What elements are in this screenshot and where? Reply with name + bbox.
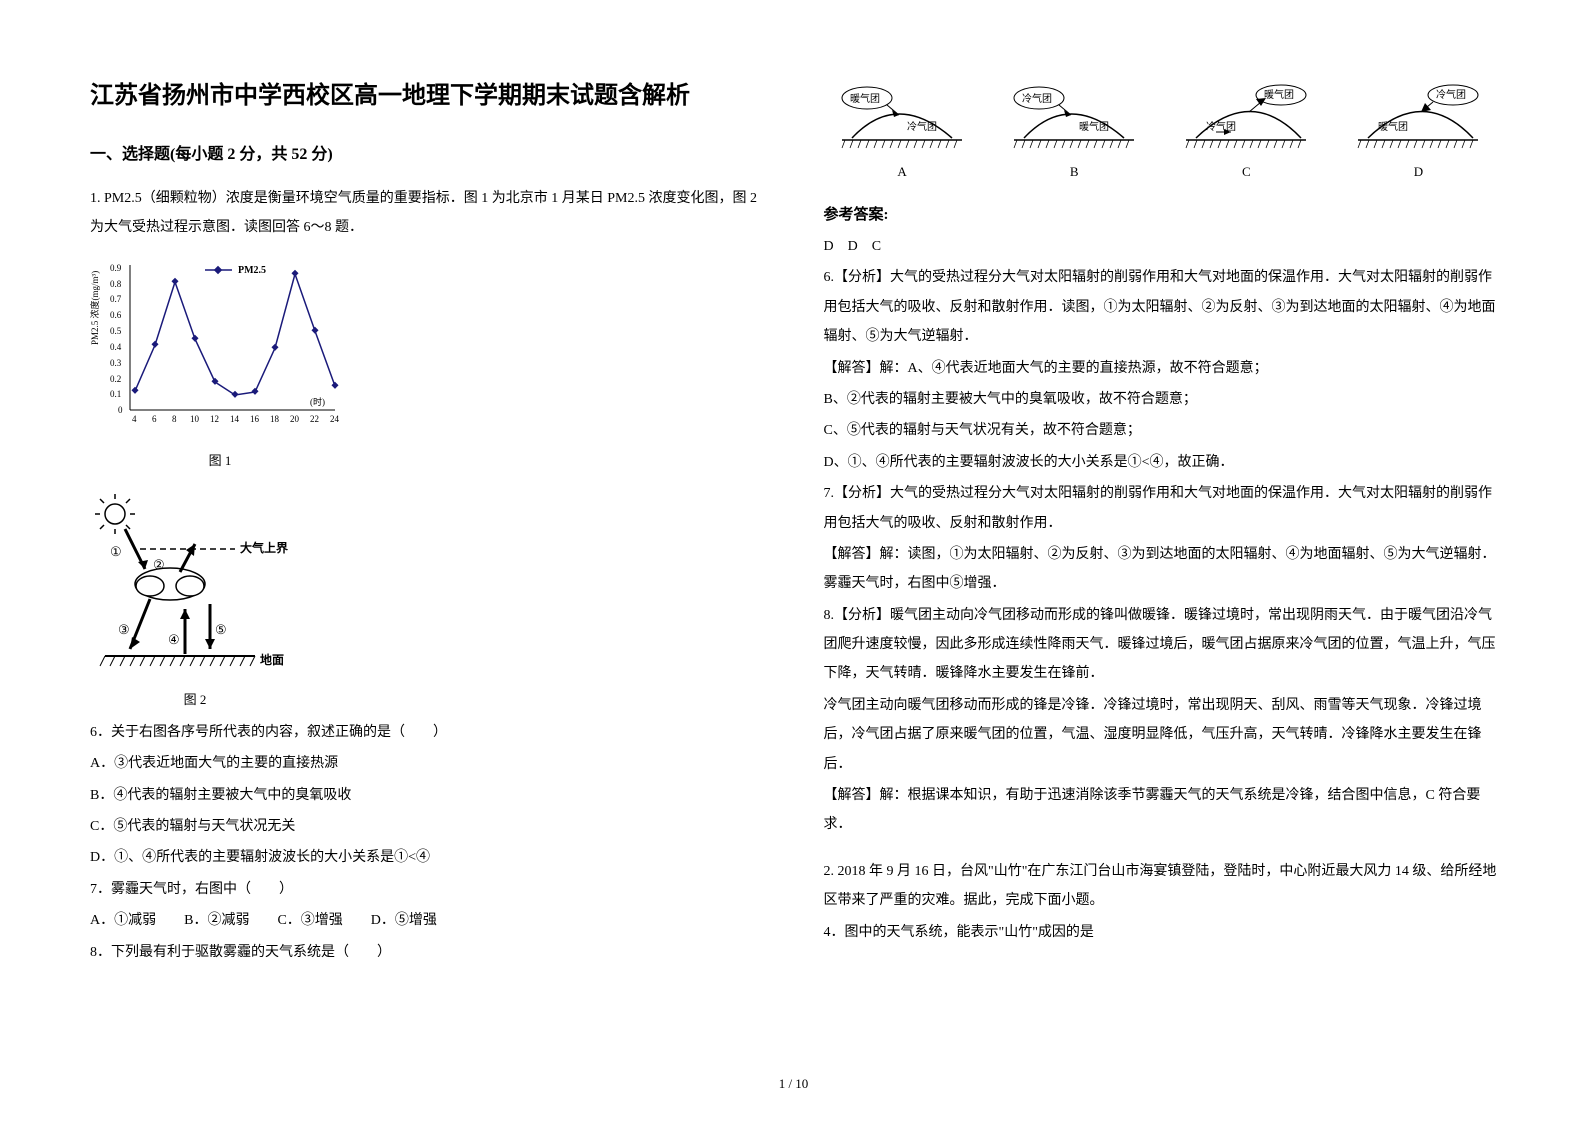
q7-options: A．①减弱 B．②减弱 C．③增强 D．⑤增强 [90, 906, 764, 935]
explanation-8-p2: 冷气团主动向暖气团移动而形成的锋是冷锋．冷锋过境时，常出现阴天、刮风、雨雪等天气… [824, 691, 1498, 779]
svg-text:暖气团: 暖气团 [850, 92, 880, 105]
q6-option-a: A．③代表近地面大气的主要的直接热源 [90, 749, 764, 778]
q6-option-c: C．⑤代表的辐射与天气状况无关 [90, 812, 764, 841]
explanation-6-a: 【解答】解：A、④代表近地面大气的主要的直接热源，故不符合题意； [824, 354, 1498, 383]
left-column: 江苏省扬州市中学西校区高一地理下学期期末试题含解析 一、选择题(每小题 2 分，… [90, 75, 764, 1092]
svg-text:0.3: 0.3 [110, 358, 122, 368]
svg-text:0.5: 0.5 [110, 326, 122, 336]
explanation-6-d: D、①、④所代表的主要辐射波波长的大小关系是①<④，故正确． [824, 448, 1498, 477]
explanation-8-analysis: 8.【分析】暖气团主动向冷气团移动而形成的锋叫做暖锋．暖锋过境时，常出现阴雨天气… [824, 601, 1498, 689]
section-heading: 一、选择题(每小题 2 分，共 52 分) [90, 140, 764, 164]
svg-text:14: 14 [230, 414, 240, 424]
chart-1: 0 0.1 0.2 0.3 0.4 0.5 0.6 0.7 0.8 0.9 4 … [90, 255, 764, 440]
svg-text:6: 6 [152, 414, 157, 424]
right-column: 暖气团 冷气团 A 冷气团 暖气团 B [824, 75, 1498, 1092]
svg-text:12: 12 [210, 414, 219, 424]
weather-label-b: B [996, 164, 1153, 180]
svg-text:0.1: 0.1 [110, 389, 121, 399]
q6-option-b: B．④代表的辐射主要被大气中的臭氧吸收 [90, 781, 764, 810]
explanation-7-analysis: 7.【分析】大气的受热过程分大气对太阳辐射的削弱作用和大气对地面的保温作用．大气… [824, 479, 1498, 538]
svg-text:暖气团: 暖气团 [1264, 88, 1294, 101]
svg-text:20: 20 [290, 414, 300, 424]
q6-option-d: D．①、④所代表的主要辐射波波长的大小关系是①<④ [90, 843, 764, 872]
svg-text:⑤: ⑤ [215, 622, 227, 637]
svg-text:冷气团: 冷气团 [1206, 120, 1236, 133]
question-8: 8．下列最有利于驱散雾霾的天气系统是（ ） [90, 938, 764, 967]
weather-label-a: A [824, 164, 981, 180]
svg-text:4: 4 [132, 414, 137, 424]
svg-text:暖气团: 暖气团 [1079, 120, 1109, 133]
explanation-6-analysis: 6.【分析】大气的受热过程分大气对太阳辐射的削弱作用和大气对地面的保温作用．大气… [824, 263, 1498, 351]
svg-text:地面: 地面 [260, 652, 284, 667]
svg-text:10: 10 [190, 414, 200, 424]
answer-line: D D C [824, 232, 1498, 261]
weather-d: 冷气团 暖气团 D [1340, 80, 1497, 180]
svg-text:18: 18 [270, 414, 280, 424]
svg-text:22: 22 [310, 414, 319, 424]
svg-text:大气上界: 大气上界 [240, 540, 288, 555]
page-number: 1 / 10 [779, 1076, 809, 1092]
chart2-caption: 图 2 [90, 689, 300, 708]
chart-2: 大气上界 ① ② ③ ④ ⑤ [90, 494, 764, 679]
svg-text:冷气团: 冷气团 [1436, 88, 1466, 101]
svg-text:④: ④ [168, 632, 180, 647]
svg-text:冷气团: 冷气团 [1022, 92, 1052, 105]
svg-text:PM2.5 浓度(mg/m³): PM2.5 浓度(mg/m³) [90, 271, 100, 345]
svg-text:暖气团: 暖气团 [1378, 120, 1408, 133]
svg-text:冷气团: 冷气团 [907, 120, 937, 133]
svg-text:0.6: 0.6 [110, 310, 122, 320]
weather-c: 暖气团 冷气团 C [1168, 80, 1325, 180]
explanation-8-body: 【解答】解：根据课本知识，有助于迅速消除该季节雾霾天气的天气系统是冷锋，结合图中… [824, 781, 1498, 840]
document-title: 江苏省扬州市中学西校区高一地理下学期期末试题含解析 [90, 75, 764, 110]
svg-text:0.9: 0.9 [110, 263, 122, 273]
weather-label-c: C [1168, 164, 1325, 180]
weather-diagrams: 暖气团 冷气团 A 冷气团 暖气团 B [824, 80, 1498, 180]
explanation-6-c: C、⑤代表的辐射与天气状况有关，故不符合题意； [824, 416, 1498, 445]
weather-b: 冷气团 暖气团 B [996, 80, 1153, 180]
svg-text:PM2.5: PM2.5 [238, 265, 266, 276]
question-6: 6．关于右图各序号所代表的内容，叙述正确的是（ ） [90, 718, 764, 747]
svg-text:(时): (时) [310, 396, 325, 407]
explanation-7-body: 【解答】解：读图，①为太阳辐射、②为反射、③为到达地面的太阳辐射、④为地面辐射、… [824, 540, 1498, 599]
svg-text:0.4: 0.4 [110, 342, 122, 352]
answer-heading: 参考答案: [824, 203, 1498, 224]
weather-label-d: D [1340, 164, 1497, 180]
svg-text:①: ① [110, 544, 122, 559]
svg-text:0.7: 0.7 [110, 294, 122, 304]
question-7: 7．雾霾天气时，右图中（ ） [90, 875, 764, 904]
svg-text:0.8: 0.8 [110, 279, 122, 289]
question-intro: 1. PM2.5（细颗粒物）浓度是衡量环境空气质量的重要指标．图 1 为北京市 … [90, 184, 764, 243]
question-4: 4．图中的天气系统，能表示"山竹"成因的是 [824, 918, 1498, 947]
svg-text:0.2: 0.2 [110, 374, 121, 384]
svg-text:24: 24 [330, 414, 340, 424]
question-2-intro: 2. 2018 年 9 月 16 日，台风"山竹"在广东江门台山市海宴镇登陆，登… [824, 857, 1498, 916]
chart1-caption: 图 1 [90, 450, 350, 469]
svg-text:0: 0 [118, 405, 123, 415]
svg-text:8: 8 [172, 414, 177, 424]
svg-text:②: ② [153, 557, 165, 572]
svg-text:16: 16 [250, 414, 260, 424]
weather-a: 暖气团 冷气团 A [824, 80, 981, 180]
explanation-6-b: B、②代表的辐射主要被大气中的臭氧吸收，故不符合题意； [824, 385, 1498, 414]
svg-text:③: ③ [118, 622, 130, 637]
